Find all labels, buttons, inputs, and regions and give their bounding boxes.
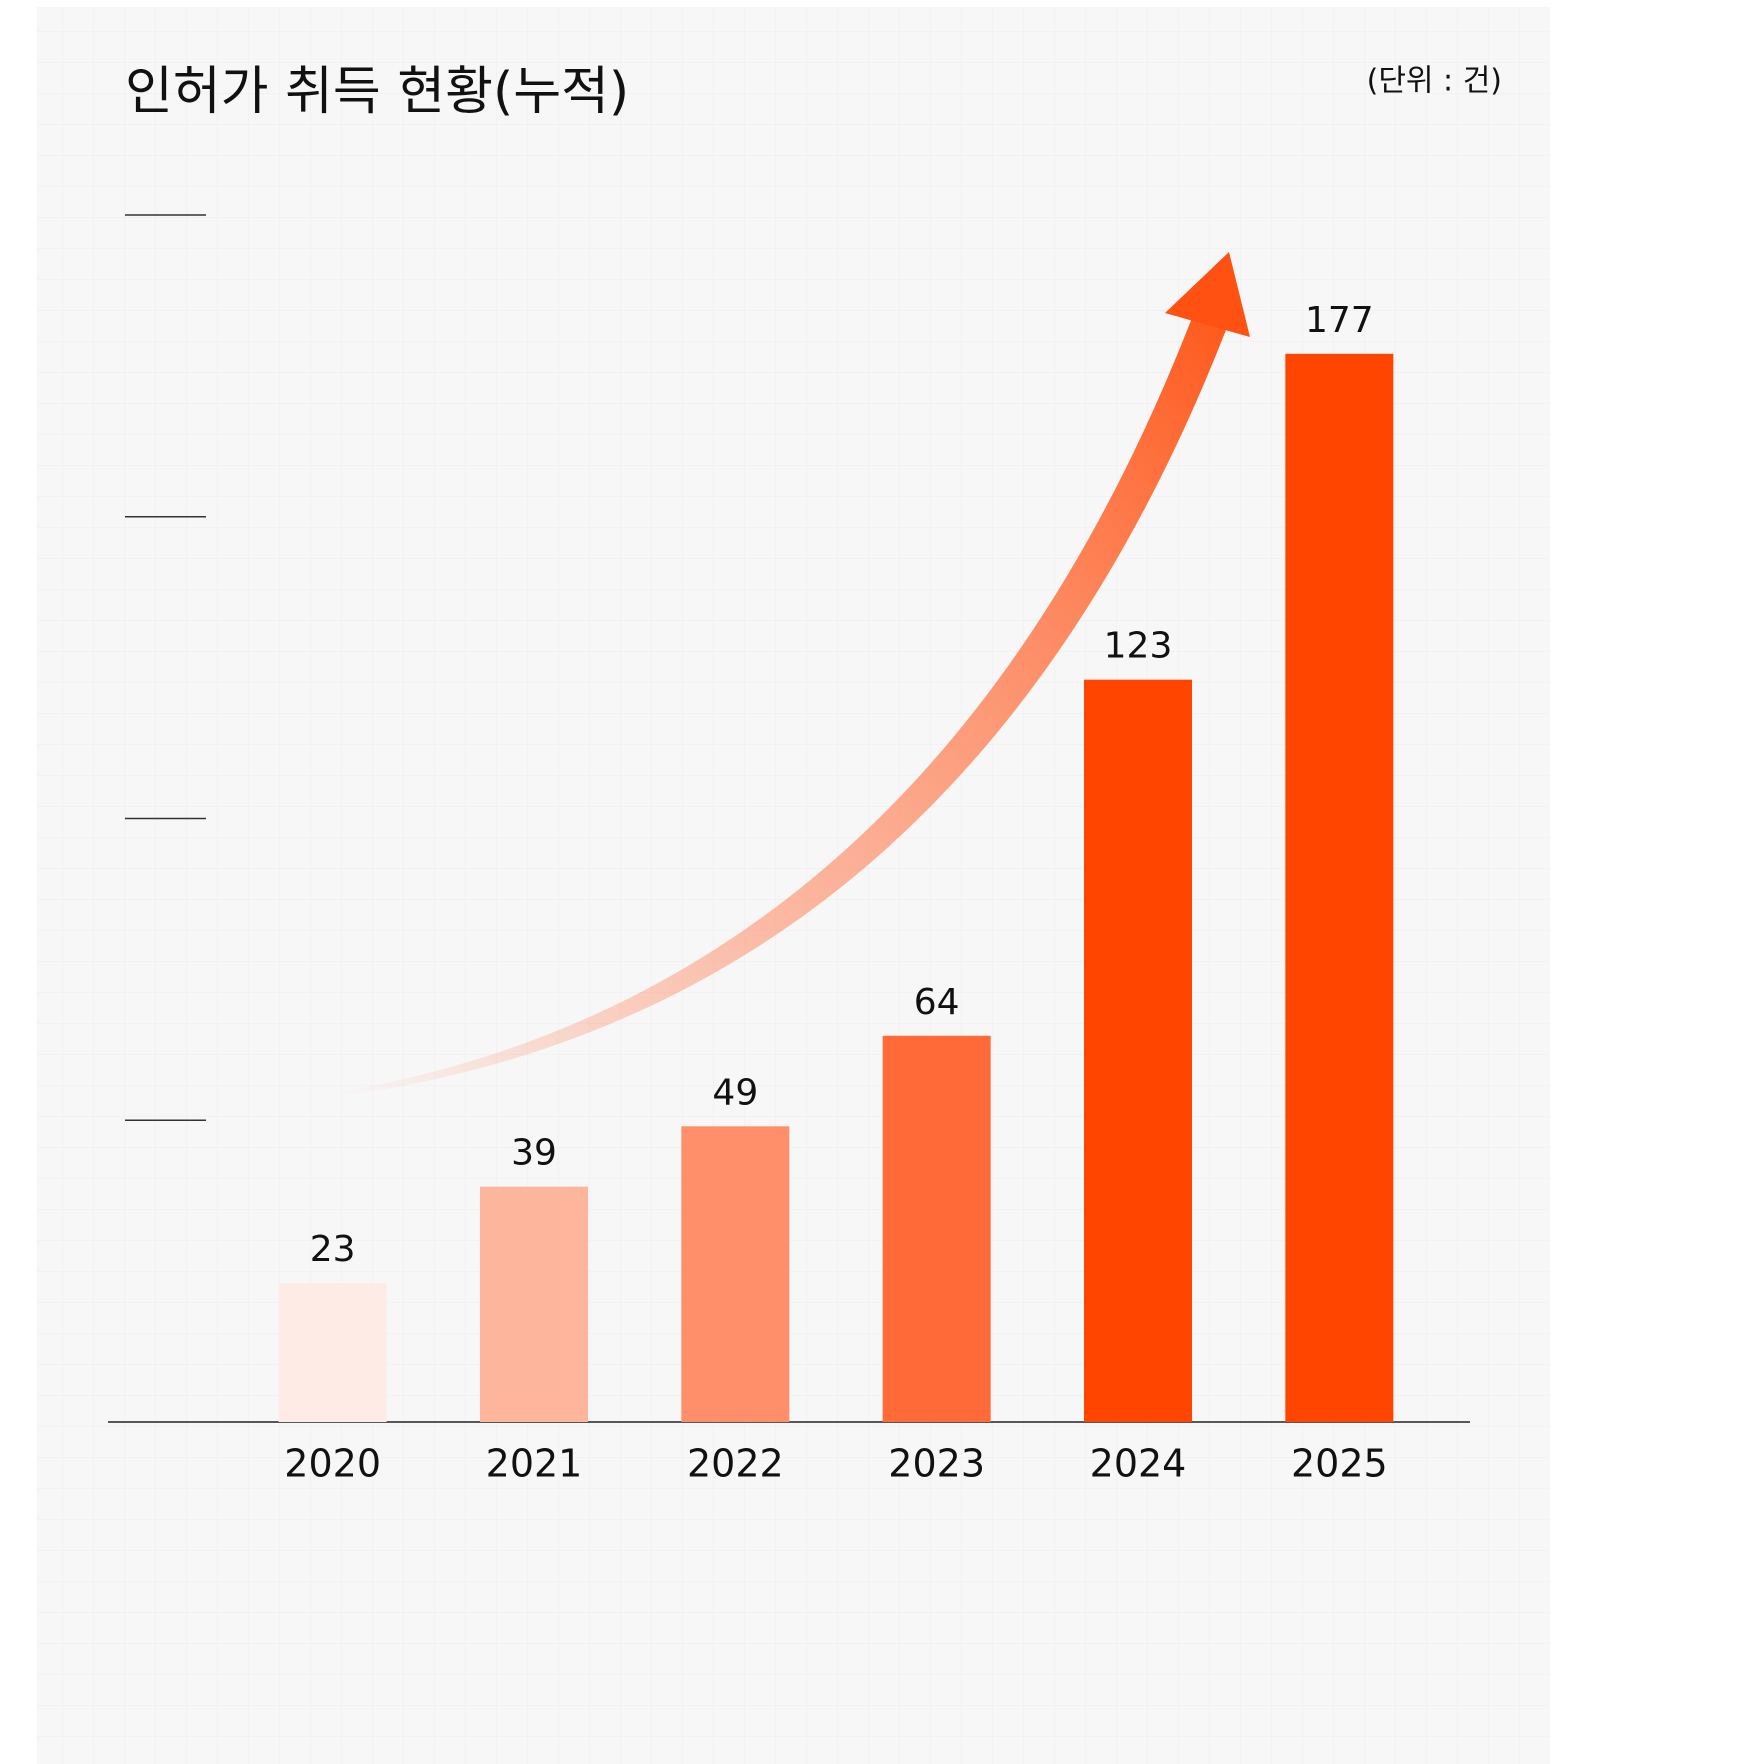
chart-title: 인허가 취득 현황(누적) [125,62,629,122]
value-label: 39 [511,1133,557,1174]
bar [480,1186,588,1422]
x-tick-label: 2023 [888,1442,985,1486]
bar [1285,353,1394,1423]
value-label: 23 [310,1229,356,1270]
value-label: 64 [914,982,960,1023]
value-label: 177 [1305,300,1374,341]
value-label: 49 [712,1072,758,1113]
unit-label: (단위 : 건) [1367,64,1502,99]
value-label: 123 [1104,626,1173,667]
x-tick-label: 2020 [284,1442,381,1486]
bar [278,1283,387,1422]
x-tick-label: 2022 [687,1442,784,1486]
x-tick-label: 2021 [486,1442,583,1486]
x-tick-label: 2025 [1291,1442,1388,1486]
bar [681,1126,790,1422]
x-tick-label: 2024 [1090,1442,1187,1486]
trend-arrow-head [1165,252,1250,337]
bar [1084,679,1192,1422]
bar [882,1035,991,1422]
